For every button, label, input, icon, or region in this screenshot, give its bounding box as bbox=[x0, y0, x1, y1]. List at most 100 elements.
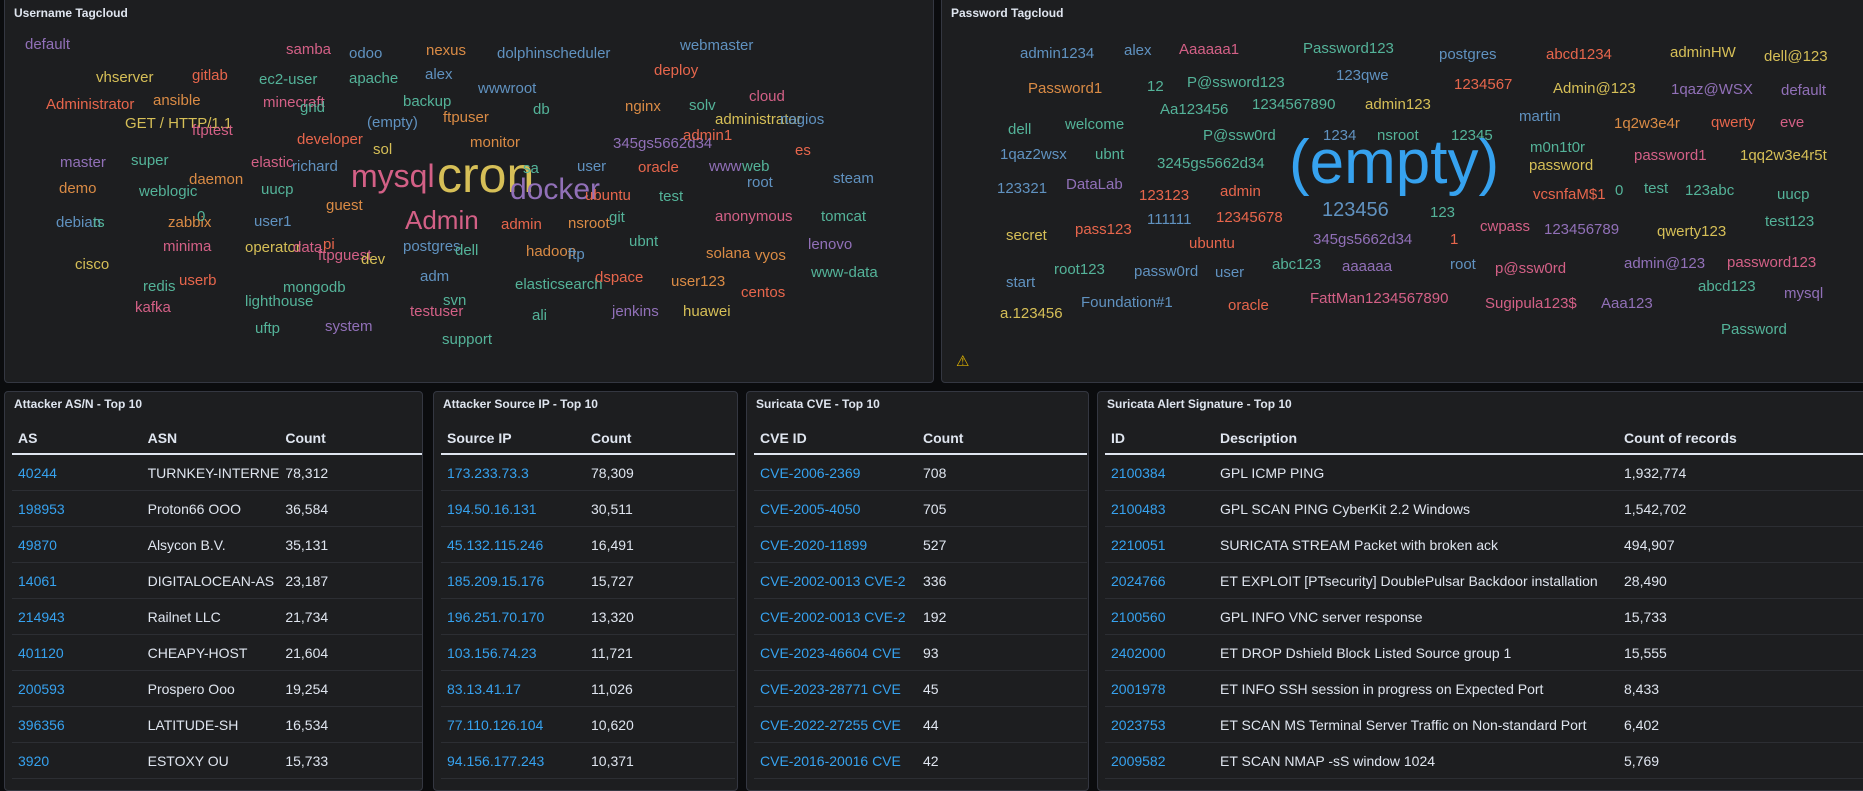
tag-word[interactable]: 1 bbox=[1450, 231, 1459, 248]
cell-link[interactable]: CVE-2023-28771 CVE bbox=[754, 670, 917, 707]
tag-word[interactable]: ubuntu bbox=[1189, 235, 1235, 252]
tag-word[interactable]: odoo bbox=[349, 45, 383, 62]
tag-word[interactable]: abc123 bbox=[1272, 256, 1322, 273]
tag-word[interactable]: sol bbox=[373, 141, 393, 158]
tag-word[interactable]: Aaaaaa1 bbox=[1179, 41, 1240, 58]
tag-word[interactable]: qwerty123 bbox=[1657, 223, 1727, 240]
tag-word[interactable]: minecraft bbox=[263, 94, 325, 111]
tag-word[interactable]: ansible bbox=[153, 92, 201, 109]
tag-word[interactable]: 3245gs5662d34 bbox=[1157, 155, 1265, 172]
tag-word[interactable]: admin@123 bbox=[1624, 255, 1706, 272]
tag-word[interactable]: Admin@123 bbox=[1553, 80, 1636, 97]
tag-word[interactable]: ftptest bbox=[192, 122, 233, 139]
tag-word[interactable]: 123123 bbox=[1139, 187, 1190, 204]
tag-word[interactable]: 12345 bbox=[1451, 127, 1493, 144]
tag-word[interactable]: ts bbox=[93, 214, 105, 231]
tag-word[interactable]: dell bbox=[1008, 121, 1032, 138]
tag-word[interactable]: admin123 bbox=[1365, 96, 1431, 113]
column-header[interactable]: Count of records bbox=[1618, 422, 1863, 455]
tag-word[interactable]: monitor bbox=[470, 134, 521, 151]
tag-word[interactable]: Password1 bbox=[1028, 80, 1103, 97]
tag-word[interactable]: cisco bbox=[75, 256, 110, 273]
tag-word[interactable]: docker bbox=[510, 173, 601, 206]
tag-word[interactable]: www bbox=[709, 158, 742, 175]
tag-word[interactable]: elasticsearch bbox=[515, 276, 603, 293]
tag-word[interactable]: start bbox=[1006, 274, 1036, 291]
tag-word[interactable]: P@ssw0rd bbox=[1203, 127, 1276, 144]
tag-word[interactable]: Foundation#1 bbox=[1081, 294, 1173, 311]
tag-word[interactable]: DataLab bbox=[1066, 176, 1123, 193]
tag-word[interactable]: abcd123 bbox=[1698, 278, 1756, 295]
tag-word[interactable]: 12345678 bbox=[1216, 209, 1283, 226]
tag-word[interactable]: developer bbox=[297, 131, 363, 148]
tag-word[interactable]: support bbox=[442, 331, 493, 348]
tag-word[interactable]: 1234 bbox=[1323, 127, 1357, 144]
tag-word[interactable]: vhserver bbox=[96, 69, 154, 86]
tag-word[interactable]: 111111 bbox=[1147, 211, 1192, 228]
tag-word[interactable]: lenovo bbox=[808, 236, 853, 253]
tag-word[interactable]: nginx bbox=[625, 98, 661, 115]
tag-word[interactable]: admin1234 bbox=[1020, 45, 1095, 62]
tag-word[interactable]: qwerty bbox=[1711, 114, 1756, 131]
tag-word[interactable]: 12 bbox=[1147, 78, 1164, 95]
tag-word[interactable]: default bbox=[1781, 82, 1827, 99]
tag-word[interactable]: admin bbox=[501, 216, 542, 233]
tag-word[interactable]: steam bbox=[833, 170, 874, 187]
tag-word[interactable]: operator bbox=[245, 239, 301, 256]
tag-word[interactable]: user123 bbox=[671, 273, 726, 290]
tag-word[interactable]: dspace bbox=[595, 269, 644, 286]
tag-word[interactable]: ubnt bbox=[1095, 146, 1125, 163]
tag-word[interactable]: lighthouse bbox=[245, 293, 314, 310]
cell-link[interactable]: 2100560 bbox=[1105, 598, 1214, 635]
tag-word[interactable]: ftp bbox=[568, 246, 585, 263]
tag-word[interactable]: testuser bbox=[410, 303, 464, 320]
tag-word[interactable]: mysql bbox=[1784, 285, 1824, 302]
cell-link[interactable]: 2024766 bbox=[1105, 562, 1214, 599]
cell-link[interactable]: 2100483 bbox=[1105, 490, 1214, 527]
tag-word[interactable]: web bbox=[742, 158, 770, 175]
tag-word[interactable]: 123321 bbox=[997, 180, 1048, 197]
tag-word[interactable]: abcd1234 bbox=[1546, 46, 1612, 63]
tag-word[interactable]: Password123 bbox=[1303, 40, 1394, 57]
tag-word[interactable]: redis bbox=[143, 278, 176, 295]
cell-link[interactable]: CVE-2023-46604 CVE bbox=[754, 634, 917, 671]
tag-word[interactable]: test bbox=[1644, 180, 1669, 197]
tag-word[interactable]: 123 bbox=[1430, 204, 1456, 221]
tag-word[interactable]: password123 bbox=[1727, 254, 1817, 271]
tag-word[interactable]: system bbox=[325, 318, 373, 335]
tag-word[interactable]: guest bbox=[326, 197, 363, 214]
tag-word[interactable]: FattMan1234567890 bbox=[1310, 290, 1449, 307]
tag-word[interactable]: anonymous bbox=[715, 208, 793, 225]
tag-word[interactable]: test bbox=[659, 188, 684, 205]
tag-word[interactable]: postgres bbox=[1439, 46, 1497, 63]
cell-link[interactable]: 49870 bbox=[12, 526, 142, 563]
cell-link[interactable]: CVE-2005-4050 bbox=[754, 490, 917, 527]
tag-word[interactable]: wwwroot bbox=[478, 80, 537, 97]
tag-word[interactable]: dev bbox=[361, 251, 386, 268]
cell-link[interactable]: CVE-2006-2369 bbox=[754, 454, 917, 491]
tag-word[interactable]: demo bbox=[59, 180, 97, 197]
tag-word[interactable]: weblogic bbox=[139, 183, 198, 200]
tag-word[interactable]: nagios bbox=[780, 111, 825, 128]
cell-link[interactable]: 194.50.16.131 bbox=[441, 490, 585, 527]
tag-word[interactable]: pi bbox=[323, 236, 335, 253]
tag-word[interactable]: data bbox=[293, 239, 323, 256]
tag-word[interactable]: 1qaz2wsx bbox=[1000, 146, 1067, 163]
tag-word[interactable]: 123qwe bbox=[1336, 67, 1389, 84]
tag-word[interactable]: uftp bbox=[255, 320, 281, 337]
cell-link[interactable]: 173.233.73.3 bbox=[441, 454, 585, 491]
tag-word[interactable]: super bbox=[131, 152, 169, 169]
tag-word[interactable]: 123456789 bbox=[1544, 221, 1620, 238]
tag-word[interactable]: daemon bbox=[189, 171, 244, 188]
tag-word[interactable]: pass123 bbox=[1075, 221, 1132, 238]
tag-word[interactable]: grid bbox=[300, 99, 326, 116]
tag-word[interactable]: ftpuser bbox=[443, 109, 489, 126]
tag-word[interactable]: solana bbox=[706, 245, 751, 262]
column-header[interactable]: ID bbox=[1105, 422, 1214, 455]
tag-word[interactable]: dell bbox=[455, 242, 479, 259]
tag-word[interactable]: ubnt bbox=[629, 233, 659, 250]
tag-word[interactable]: Password bbox=[1721, 321, 1787, 338]
cell-link[interactable]: 2210051 bbox=[1105, 526, 1214, 563]
tag-word[interactable]: nexus bbox=[426, 42, 467, 59]
column-header[interactable]: Description bbox=[1214, 422, 1618, 455]
